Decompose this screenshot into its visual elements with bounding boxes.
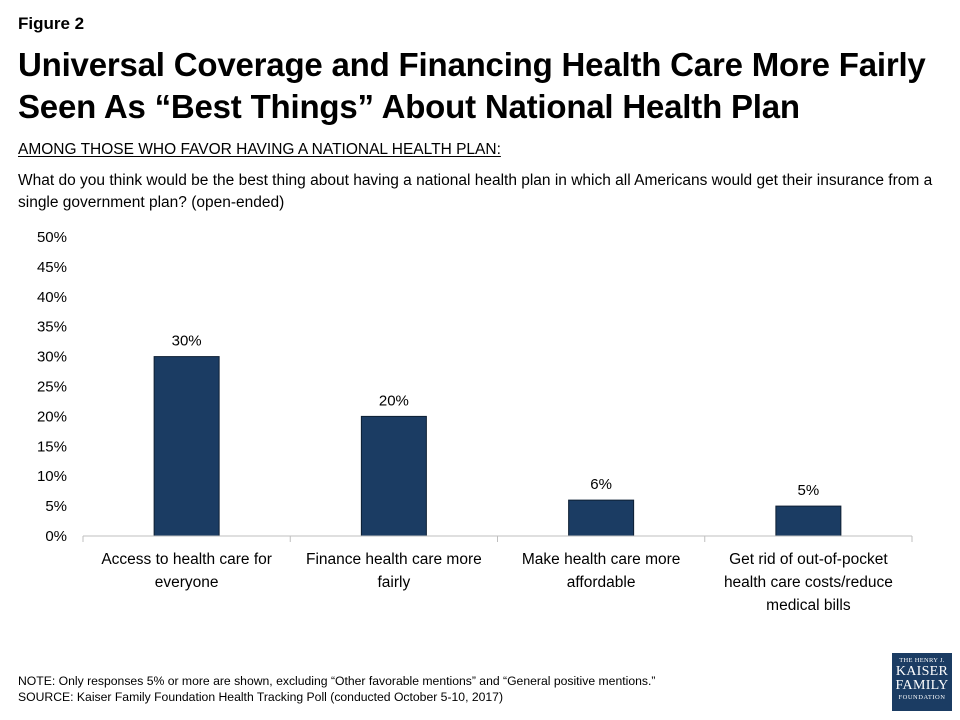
- source-text: SOURCE: Kaiser Family Foundation Health …: [18, 690, 504, 704]
- y-tick-label: 40%: [37, 289, 67, 306]
- data-label: 6%: [590, 476, 612, 493]
- y-tick-label: 10%: [37, 468, 67, 485]
- category-label: Finance health care more fairly: [306, 551, 482, 591]
- y-tick-label: 5%: [45, 498, 67, 515]
- y-tick-label: 45%: [37, 259, 67, 276]
- logo-line-2: KAISER: [895, 664, 949, 679]
- bar-chart: 0% 5% 10% 15% 20% 25% 30% 35% 40% 45% 50% 30% 20% 6%…: [37, 229, 913, 614]
- category-label: Access to health care for everyone: [101, 551, 272, 591]
- chart-subhead: AMONG THOSE WHO FAVOR HAVING A NATIONAL …: [18, 141, 501, 158]
- y-tick-label: 25%: [37, 379, 67, 396]
- y-tick-label: 30%: [37, 349, 67, 366]
- survey-question: What do you think would be the best thin…: [18, 172, 933, 211]
- note-text: NOTE: Only responses 5% or more are show…: [18, 674, 656, 688]
- footnote: NOTE: Only responses 5% or more are show…: [18, 673, 655, 705]
- category-label: Make health care more affordable: [522, 551, 681, 591]
- x-axis: Access to health care for everyone Finance…: [82, 535, 913, 614]
- logo-line-4: FOUNDATION: [898, 694, 946, 701]
- bar: [568, 499, 635, 537]
- bars: 30% 20% 6% 5%: [153, 333, 842, 537]
- bar: [153, 356, 220, 537]
- logo-line-1: THE HENRY J.: [899, 657, 945, 664]
- data-label: 5%: [798, 482, 820, 499]
- y-tick-label: 15%: [37, 438, 67, 455]
- logo-line-3: FAMILY: [895, 678, 949, 693]
- chart-title: Universal Coverage and Financing Health …: [18, 46, 926, 125]
- bar: [775, 505, 842, 537]
- figure-label: Figure 2: [18, 14, 85, 33]
- y-tick-label: 35%: [37, 319, 67, 336]
- data-label: 20%: [379, 392, 409, 409]
- category-label: Get rid of out-of-pocket health care cost…: [724, 551, 893, 614]
- y-tick-label: 0%: [45, 528, 67, 545]
- data-label: 30%: [172, 333, 202, 350]
- bar: [360, 415, 427, 537]
- y-tick-label: 50%: [37, 229, 67, 246]
- kff-logo: THE HENRY J. KAISER FAMILY FOUNDATION: [892, 653, 952, 711]
- y-axis: 0% 5% 10% 15% 20% 25% 30% 35% 40% 45% 50%: [37, 229, 67, 545]
- y-tick-label: 20%: [37, 408, 67, 425]
